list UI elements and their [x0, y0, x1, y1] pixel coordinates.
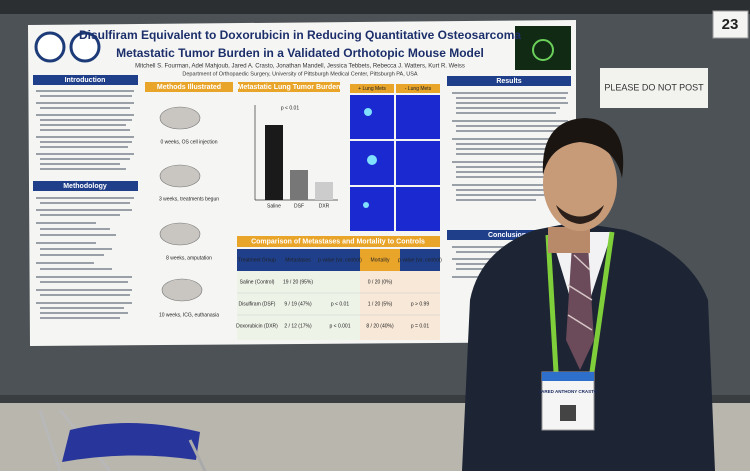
table-cell: p < 0.01 [331, 301, 349, 307]
table-cell: 8 / 20 (40%) [366, 323, 394, 329]
logo [69, 31, 101, 63]
tie [566, 245, 594, 370]
table-cell: Saline (Control) [240, 279, 275, 285]
table-cell: Disulfiram (DSF) [239, 301, 276, 307]
badge-qr [560, 405, 576, 421]
section-title: Results [496, 78, 521, 85]
tie-pattern [567, 254, 593, 331]
section-title: Methods Illustrated [157, 84, 221, 91]
lab-logo-mark [532, 39, 554, 61]
table-cell: p > 0.99 [411, 301, 429, 307]
section-title: Introduction [65, 77, 106, 84]
body-text-lines [36, 197, 134, 319]
table-cell: 2 / 12 (17%) [284, 323, 312, 329]
board-top [0, 0, 750, 14]
table-header-cell [360, 249, 400, 271]
mouse-illustrations [159, 106, 203, 302]
figure-category: Saline [267, 203, 281, 209]
section-header [447, 230, 571, 240]
method-step: 0 weeks, OS cell injection [161, 139, 218, 145]
figure-category: DXR [319, 203, 330, 209]
lanyard [545, 231, 615, 373]
table-header-text: Metastases [285, 257, 311, 263]
method-step: 10 weeks, ICG, euthanasia [159, 312, 219, 318]
affiliation: Department of Orthopaedic Surgery, Unive… [182, 71, 418, 77]
section-header [238, 82, 340, 92]
poster: Disulfiram Equivalent to Doxorubicin in … [28, 20, 576, 346]
table-header-text: p value (vs. control) [398, 257, 442, 263]
poster-title: Disulfiram Equivalent to Doxorubicin in … [79, 28, 521, 42]
table-header-text: Treatment Group [238, 257, 276, 263]
section-title: Metastatic Lung Tumor Burden [238, 84, 341, 91]
person: JARED ANTHONY CRASTO [462, 118, 715, 471]
table-cell: 19 / 20 (95%) [283, 279, 313, 285]
section-title: Methodology [63, 183, 107, 190]
chair [38, 409, 207, 472]
table-title: Comparison of Metastases and Mortality t… [251, 238, 425, 245]
neck [548, 227, 590, 253]
figure-bar [290, 170, 308, 200]
figure-bar [265, 125, 283, 200]
face [543, 135, 617, 231]
image-header-text: + Lung Mets [358, 86, 386, 92]
logo [34, 31, 66, 63]
body-text-lines [452, 92, 568, 201]
section-header [145, 82, 233, 92]
board-number: 23 [722, 16, 739, 33]
p-label: p < 0.01 [281, 105, 299, 111]
table-cell: 9 / 19 (47%) [284, 301, 312, 307]
badge-name: JARED ANTHONY CRASTO [539, 389, 598, 394]
table-header-text: Mortality [371, 257, 390, 263]
table-body-mortality [360, 271, 440, 340]
table-cell: p < 0.001 [330, 323, 351, 329]
section-header [33, 75, 138, 85]
image-header-text: - Lung Mets [405, 86, 432, 92]
sign-card [600, 68, 708, 108]
body-text-lines [36, 90, 134, 170]
table-title-bar [237, 236, 440, 247]
board-number-card [712, 10, 749, 39]
image-header [350, 84, 394, 93]
badge-header [542, 372, 594, 381]
fluorescence [363, 108, 377, 208]
figure-bar [315, 182, 333, 200]
method-step: 8 weeks, amputation [166, 255, 212, 261]
section-header [33, 181, 138, 191]
beard [556, 205, 604, 224]
hair [542, 118, 624, 178]
lab-logo [515, 26, 571, 70]
section-title: Conclusions [488, 232, 530, 239]
sign-text: PLEASE DO NOT POST [604, 82, 704, 92]
table-cell: 0 / 20 (0%) [368, 279, 393, 285]
section-header [447, 76, 571, 86]
figure-category: DSF [294, 203, 304, 209]
authors: Mitchell S. Fourman, Adel Mahjoub, Jared… [135, 64, 465, 70]
table-cell: p = 0.01 [411, 323, 429, 329]
board-base [0, 395, 750, 403]
poster-title: Metastatic Tumor Burden in a Validated O… [116, 46, 484, 60]
table-header-text: p value (vs. control) [318, 257, 362, 263]
method-step: 3 weeks, treatments begun [159, 196, 219, 202]
table-cell: 1 / 20 (5%) [368, 301, 393, 307]
table-cell: Doxorubicin (DXR) [236, 323, 278, 329]
image-header [396, 84, 440, 93]
